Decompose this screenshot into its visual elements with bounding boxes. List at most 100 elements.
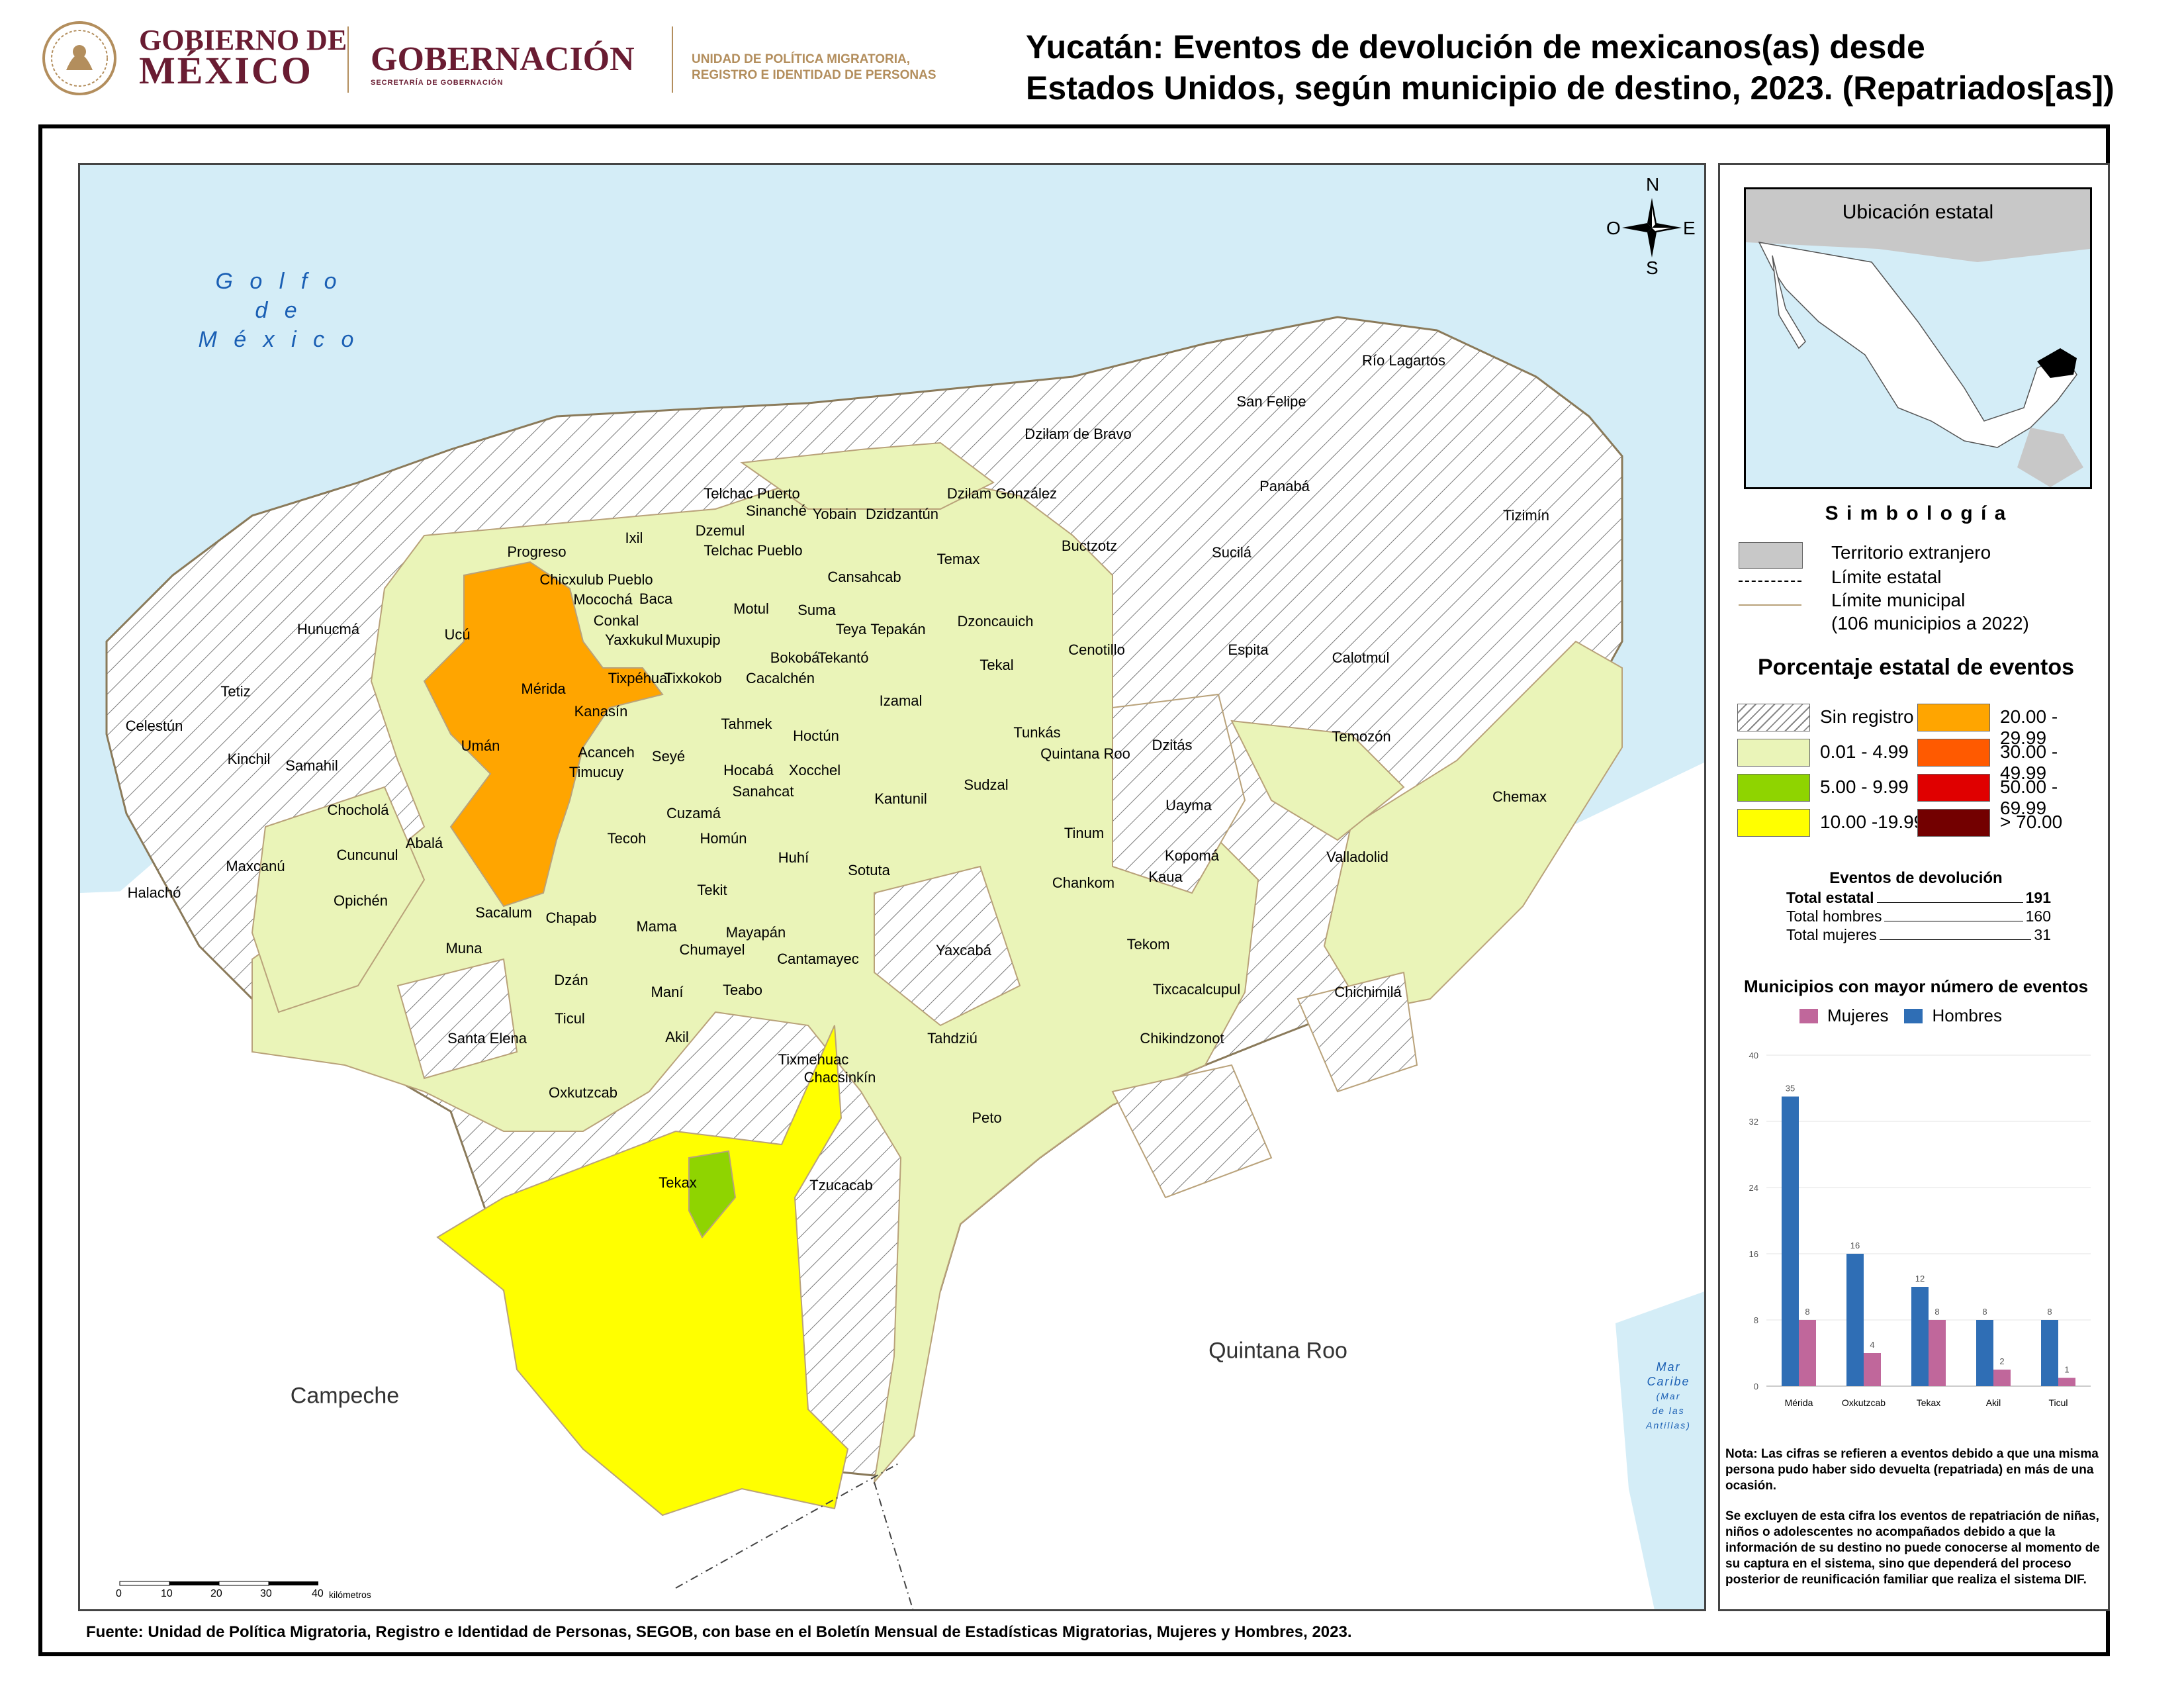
municipio-label: Mocochá xyxy=(573,591,633,608)
municipio-label: Cuzamá xyxy=(666,805,721,821)
municipio-label: Cenotillo xyxy=(1068,641,1125,658)
municipio-label: Opichén xyxy=(334,892,388,909)
municipio-label: Kaua xyxy=(1148,868,1183,885)
bar-hombres xyxy=(1976,1320,1993,1386)
y-tick-label: 8 xyxy=(1754,1315,1758,1325)
scale-tick-20: 20 xyxy=(210,1588,222,1599)
inset-map: Ubicación estatal xyxy=(1744,187,2092,489)
side-panel: Ubicación estatal S i m b o l o g í a Te… xyxy=(1718,163,2110,1611)
bar-value-label: 1 xyxy=(2064,1365,2069,1375)
bar-hombres xyxy=(1846,1254,1864,1386)
municipio-label: Tecoh xyxy=(607,830,647,847)
legend-foreign-label: Territorio extranjero xyxy=(1831,542,1991,563)
municipio-label: Chicxulub Pueblo xyxy=(539,571,653,588)
coat-of-arms-icon xyxy=(42,21,116,95)
unidad-logo: UNIDAD DE POLÍTICA MIGRATORIA, REGISTRO … xyxy=(692,52,936,82)
municipio-label: Kopomá xyxy=(1165,847,1219,864)
class-swatch xyxy=(1917,774,1990,802)
municipio-label: Tizimín xyxy=(1502,507,1550,524)
municipio-label: Ticul xyxy=(555,1010,585,1027)
eventos-hombres: Total hombres 160 xyxy=(1786,908,2051,925)
muni-hatch-chikindzonot xyxy=(1111,1064,1273,1199)
caribe-label: Mar Caribe (Mar de las Antillas) xyxy=(1646,1360,1691,1430)
gov-line1: GOBIERNO DE xyxy=(139,24,347,56)
compass-rose: N S E O xyxy=(1602,174,1702,278)
inset-title: Ubicación estatal xyxy=(1842,201,1994,223)
municipio-label: Tekax xyxy=(659,1174,697,1191)
municipio-label: Dzoncauich xyxy=(957,613,1034,630)
bar-hombres xyxy=(1911,1287,1929,1386)
municipio-label: Peto xyxy=(972,1109,1002,1126)
municipio-label: Motul xyxy=(733,600,769,617)
municipio-label: Tekom xyxy=(1126,936,1170,953)
municipio-label: Tixcacalcupul xyxy=(1152,981,1241,998)
class-label: 50.00 - 69.99 xyxy=(2000,776,2058,818)
municipio-label: Bokobá xyxy=(770,649,820,666)
municipio-label: Baca xyxy=(639,590,673,607)
x-tick-label: Oxkutzcab xyxy=(1842,1397,1886,1408)
municipio-label: Dzilam González xyxy=(946,485,1058,502)
mexico-locator xyxy=(1746,189,2090,487)
y-tick-label: 16 xyxy=(1749,1249,1758,1259)
municipio-label: Tahmek xyxy=(721,716,772,732)
municipio-label: Quintana Roo xyxy=(1040,745,1130,762)
municipio-label: Tekal xyxy=(979,657,1014,673)
legend-foreign xyxy=(1739,542,1803,569)
municipio-label: Telchac Puerto xyxy=(704,485,800,502)
municipio-label: Tepakán xyxy=(870,621,926,637)
municipio-label: Conkal xyxy=(593,612,639,629)
municipio-label: Dzemul xyxy=(695,522,745,539)
municipio-label: Uayma xyxy=(1165,797,1212,814)
municipio-label: Cansahcab xyxy=(827,569,901,585)
municipio-label: Tunkás xyxy=(1013,724,1061,741)
muni-hatch-sotuta xyxy=(874,865,1021,1027)
class-label: 30.00 - 49.99 xyxy=(2000,741,2058,783)
municipio-label: Halachó xyxy=(127,884,181,901)
municipio-label: Akil xyxy=(665,1029,689,1045)
bar-value-label: 8 xyxy=(1982,1307,1987,1317)
muni-akil xyxy=(688,1150,737,1239)
municipio-label: Muxupip xyxy=(665,632,721,648)
municipio-label: Chichimilá xyxy=(1334,984,1402,1000)
municipio-label: Yobain xyxy=(812,506,857,522)
municipio-label: Teabo xyxy=(723,982,762,998)
municipio-label: Temax xyxy=(936,551,980,567)
gov-line2: MÉXICO xyxy=(139,49,313,92)
municipio-label: Umán xyxy=(461,737,500,754)
municipio-label: Samahil xyxy=(285,757,338,774)
state-border xyxy=(675,1462,914,1609)
muni-light-west xyxy=(251,786,426,1013)
class-swatch xyxy=(1917,739,1990,767)
municipio-label: Chapab xyxy=(545,910,597,926)
class-label: 0.01 - 4.99 xyxy=(1820,741,1909,762)
class-swatch xyxy=(1737,704,1810,731)
municipio-label: Dzilam de Bravo xyxy=(1024,426,1132,442)
municipio-label: Espita xyxy=(1228,641,1269,658)
class-label: 10.00 -19.99 xyxy=(1820,812,1925,832)
municipio-label: Sudzal xyxy=(964,776,1009,793)
scale-tick-0: 0 xyxy=(116,1588,122,1599)
municipio-label: Xocchel xyxy=(788,762,841,778)
municipio-label: Kantunil xyxy=(874,790,927,807)
municipio-label: Mama xyxy=(636,918,677,935)
municipio-label: Tekit xyxy=(697,882,727,898)
secretaria-logo: GOBERNACIÓN SECRETARÍA DE GOBERNACIÓN xyxy=(371,40,635,87)
legend-label-hombres: Hombres xyxy=(1932,1006,2002,1025)
municipio-label: Mérida xyxy=(521,680,566,697)
municipio-label: Santa Elena xyxy=(447,1030,527,1047)
legend-swatch-mujeres xyxy=(1799,1008,1818,1023)
municipio-label: Chikindzonot xyxy=(1140,1030,1224,1047)
chart-title: Municipios con mayor número de eventos xyxy=(1743,976,2089,996)
logo-divider-2 xyxy=(672,26,673,93)
bar-value-label: 4 xyxy=(1870,1340,1874,1350)
muni-light-east xyxy=(1323,640,1623,1013)
municipio-label: Kanasín xyxy=(574,703,628,720)
municipio-label: Sinanché xyxy=(746,502,807,519)
municipio-label: Tixpéhual xyxy=(608,670,671,686)
legend-muni-line xyxy=(1739,604,1801,606)
municipio-label: Cacalchén xyxy=(746,670,815,686)
bar-chart: 0816243240358Mérida164Oxkutzcab128Tekax8… xyxy=(1749,1051,2091,1408)
municipio-label: Ixil xyxy=(625,530,643,546)
